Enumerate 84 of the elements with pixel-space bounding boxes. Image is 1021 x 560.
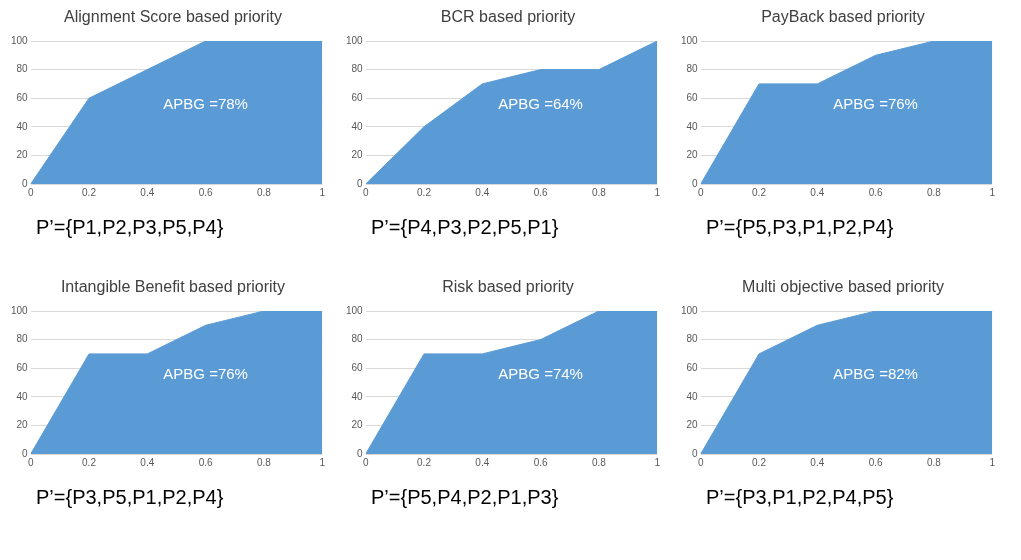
y-tick-label: 60 [686,361,699,373]
chart-title: Intangible Benefit based priority [59,278,287,297]
x-tick-label: 0.2 [752,186,767,198]
y-tick-label: 80 [686,63,699,75]
y-tick-label: 60 [16,91,29,103]
text: P’={P1,P2,P3,P5,P4} [36,216,225,239]
y-tick-label: 100 [346,304,364,316]
y-tick-label: 40 [351,120,364,132]
x-tick-label: 0.8 [926,456,942,468]
y-tick-label: 100 [681,304,699,316]
y-tick-label: 40 [16,390,29,402]
x-tick-label: 0.2 [417,456,432,468]
chart-title: Alignment Score based priority [63,8,283,27]
x-tick-label: 0.6 [533,186,548,198]
chart-title: Risk based priority [441,278,575,297]
x-tick-label: 0.4 [810,186,825,198]
y-tick-label: 0 [357,447,364,459]
text: P’={P5,P4,P2,P1,P3} [371,486,560,509]
text: P’={P3,P1,P2,P4,P5} [706,486,895,509]
y-tick-label: 100 [681,34,699,46]
annotation: APBG =76% [163,365,248,383]
x-tick-label: 0.4 [810,456,825,468]
y-tick-label: 60 [16,361,29,373]
x-tick-label: 0.8 [591,456,607,468]
y-tick-label: 0 [22,177,29,189]
annotation: APBG =82% [833,365,918,383]
annotation: APBG =76% [833,95,918,113]
y-tick-label: 60 [351,91,364,103]
y-tick-label: 80 [351,63,364,75]
x-tick-label: 0.4 [140,186,155,198]
x-tick-label: 0.8 [591,186,607,198]
x-tick-label: 1 [654,456,661,468]
annotation: APBG =64% [498,95,583,113]
x-tick-label: 0.2 [752,456,767,468]
y-tick-label: 20 [351,149,364,161]
y-tick-label: 80 [16,333,29,345]
x-tick-label: 0.4 [475,186,490,198]
x-tick-label: 0.6 [198,456,213,468]
chart-title: Multi objective based priority [741,278,945,297]
y-tick-label: 80 [351,333,364,345]
y-tick-label: 80 [686,333,699,345]
y-tick-label: 0 [692,447,699,459]
annotation: APBG =78% [163,95,248,113]
x-tick-label: 0.6 [198,186,213,198]
x-tick-label: 0.6 [868,186,883,198]
text: P’={P5,P3,P1,P2,P4} [706,216,895,239]
x-tick-label: 1 [989,456,996,468]
x-tick-label: 0.8 [256,186,272,198]
x-tick-label: 0.6 [533,456,548,468]
annotation: APBG =74% [498,365,583,383]
y-tick-label: 20 [686,149,699,161]
x-tick-label: 0.2 [82,186,97,198]
chart-title: PayBack based priority [760,8,926,27]
x-tick-label: 1 [319,186,326,198]
y-tick-label: 60 [351,361,364,373]
x-tick-label: 1 [319,456,326,468]
y-tick-label: 20 [351,419,364,431]
y-tick-label: 100 [346,34,364,46]
y-tick-label: 100 [11,304,29,316]
x-tick-label: 0.2 [417,186,432,198]
x-tick-label: 0.8 [926,186,942,198]
text: P’={P4,P3,P2,P5,P1} [371,216,560,239]
y-tick-label: 20 [16,419,29,431]
chart-title: BCR based priority [439,8,577,27]
y-tick-label: 0 [692,177,699,189]
y-tick-label: 40 [686,120,699,132]
y-tick-label: 100 [11,34,29,46]
x-tick-label: 0.6 [868,456,883,468]
y-tick-label: 40 [16,120,29,132]
x-tick-label: 1 [654,186,661,198]
x-tick-label: 0.4 [140,456,155,468]
x-tick-label: 1 [989,186,996,198]
text: P’={P3,P5,P1,P2,P4} [36,486,225,509]
y-tick-label: 40 [686,390,699,402]
x-tick-label: 0.8 [256,456,272,468]
x-tick-label: 0.2 [82,456,97,468]
y-tick-label: 0 [357,177,364,189]
y-tick-label: 20 [686,419,699,431]
y-tick-label: 40 [351,390,364,402]
x-tick-label: 0.4 [475,456,490,468]
y-tick-label: 60 [686,91,699,103]
y-tick-label: 80 [16,63,29,75]
y-tick-label: 20 [16,149,29,161]
y-tick-label: 0 [22,447,29,459]
